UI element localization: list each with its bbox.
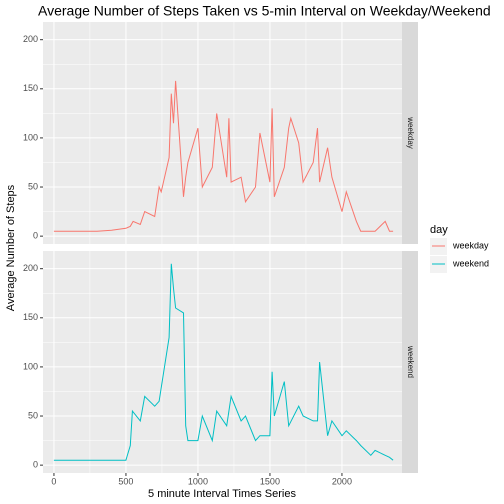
facet-label: weekday [406, 116, 415, 149]
legend-label: weekday [452, 240, 489, 250]
x-axis-label: 5 minute Interval Times Series [148, 488, 296, 500]
line-series [53, 80, 394, 232]
x-tick-label: 2000 [332, 476, 352, 486]
y-tick-label: 50 [28, 181, 38, 191]
panel-background [43, 251, 402, 473]
x-tick-label: 1500 [260, 476, 280, 486]
y-tick-label: 50 [28, 410, 38, 420]
chart-title: Average Number of Steps Taken vs 5-min I… [38, 3, 491, 19]
y-tick-label: 200 [23, 34, 38, 44]
y-tick-label: 150 [23, 312, 38, 322]
x-tick-label: 0 [51, 476, 56, 486]
legend-label: weekend [452, 258, 489, 268]
y-tick-label: 100 [23, 132, 38, 142]
x-tick-label: 1000 [188, 476, 208, 486]
legend-title: day [430, 224, 448, 236]
facet-strip [402, 22, 418, 244]
x-tick-label: 500 [118, 476, 133, 486]
y-tick-label: 150 [23, 83, 38, 93]
panel-background [43, 22, 402, 244]
line-series [53, 263, 394, 461]
y-tick-label: 0 [33, 460, 38, 470]
y-tick-label: 0 [33, 231, 38, 241]
y-tick-label: 200 [23, 263, 38, 273]
facet-strip [402, 251, 418, 473]
y-axis-label: Average Number of Steps [5, 184, 17, 311]
y-tick-label: 100 [23, 361, 38, 371]
facet-label: weekend [406, 345, 415, 378]
